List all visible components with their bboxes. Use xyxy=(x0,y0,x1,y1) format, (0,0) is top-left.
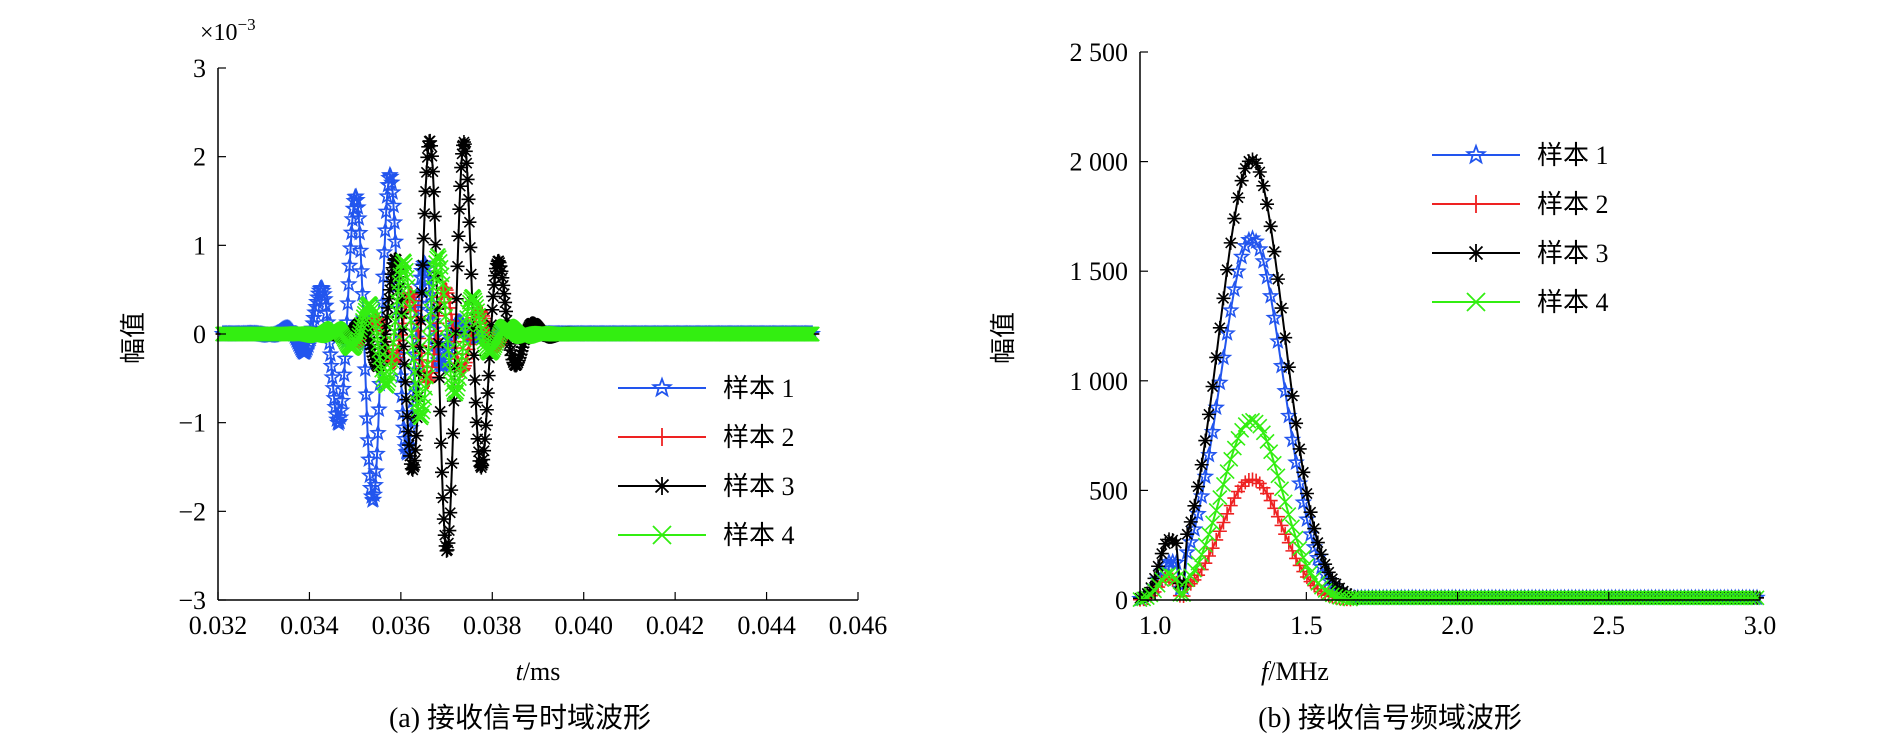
time-domain-axes: 0.032 0.034 0.036 0.038 0.040 0.042 0.044 0.046… xyxy=(178,54,887,640)
legend-label: 样本 1 xyxy=(1537,141,1609,170)
y-tick-label: 3 xyxy=(193,54,206,83)
time-domain-legend: 样本 1 样本 2 样本 3 样本 4 xyxy=(618,374,795,550)
y-tick-label: −3 xyxy=(178,586,206,615)
y-tick-label: 1 500 xyxy=(1070,257,1129,286)
y-tick-label: 500 xyxy=(1089,476,1128,505)
legend-label: 样本 3 xyxy=(1537,239,1609,268)
y-tick-label: −1 xyxy=(178,409,206,438)
legend-label: 样本 1 xyxy=(723,374,795,403)
legend-label: 样本 4 xyxy=(1537,288,1609,317)
legend-marker xyxy=(652,525,672,545)
x-tick-label: 0.034 xyxy=(280,611,339,640)
series-2 xyxy=(1133,472,1764,607)
x-tick-label: 1.0 xyxy=(1139,611,1172,640)
y-tick-label: 0 xyxy=(193,320,206,349)
series-line xyxy=(1139,237,1757,600)
legend-label: 样本 2 xyxy=(723,423,795,452)
x-tick-label: 0.044 xyxy=(737,611,796,640)
legend-label: 样本 3 xyxy=(723,472,795,501)
y-tick-label: 1 000 xyxy=(1070,367,1129,396)
legend-label: 样本 2 xyxy=(1537,190,1609,219)
frequency-domain-series xyxy=(1131,152,1766,608)
legend-marker xyxy=(653,428,671,446)
time-domain-caption: (a) 接收信号时域波形 xyxy=(389,702,651,734)
x-tick-label: 2.0 xyxy=(1441,611,1474,640)
x-tick-label: 0.032 xyxy=(189,611,248,640)
frequency-domain-axes: 1.0 1.5 2.0 2.5 3.0 0 500 1 000 1 500 2 000 2 500 xyxy=(1070,38,1777,640)
legend-marker xyxy=(1466,292,1486,312)
series-3 xyxy=(1133,152,1764,606)
series-markers xyxy=(1133,472,1764,607)
frequency-domain-ylabel: 幅值 xyxy=(989,312,1018,364)
time-domain-exponent-label: ×10−3 xyxy=(200,15,256,46)
y-tick-label: 2 xyxy=(193,143,206,172)
y-tick-label: 2 500 xyxy=(1070,38,1129,67)
series-markers xyxy=(1133,152,1764,606)
x-tick-label: 3.0 xyxy=(1744,611,1777,640)
frequency-domain-caption: (b) 接收信号频域波形 xyxy=(1258,702,1522,734)
frequency-domain-xlabel: f/MHz xyxy=(1261,657,1329,686)
x-tick-label: 0.038 xyxy=(463,611,522,640)
x-tick-label: 0.042 xyxy=(646,611,705,640)
y-tick-label: 0 xyxy=(1115,586,1128,615)
y-tick-label: −2 xyxy=(178,497,206,526)
frequency-domain-legend: 样本 1 样本 2 样本 3 样本 4 xyxy=(1432,141,1609,317)
legend-marker xyxy=(650,376,674,398)
x-tick-label: 0.036 xyxy=(372,611,431,640)
legend-marker xyxy=(1467,244,1485,262)
time-domain-chart: 0.032 0.034 0.036 0.038 0.040 0.042 0.044 0.046… xyxy=(119,15,887,734)
series-1 xyxy=(1131,229,1766,607)
legend-marker xyxy=(1464,143,1488,165)
x-tick-label: 2.5 xyxy=(1593,611,1626,640)
legend-marker xyxy=(1467,195,1485,213)
y-tick-label: 2 000 xyxy=(1070,148,1129,177)
series-markers xyxy=(1131,229,1766,607)
x-tick-label: 1.5 xyxy=(1290,611,1323,640)
x-tick-label: 0.046 xyxy=(829,611,888,640)
legend-marker xyxy=(653,477,671,495)
time-domain-ylabel: 幅值 xyxy=(119,312,148,364)
legend-label: 样本 4 xyxy=(723,521,795,550)
series-line xyxy=(1139,158,1757,600)
y-tick-label: 1 xyxy=(193,231,206,260)
time-domain-xlabel: t/ms xyxy=(516,657,561,686)
x-tick-label: 0.040 xyxy=(554,611,613,640)
